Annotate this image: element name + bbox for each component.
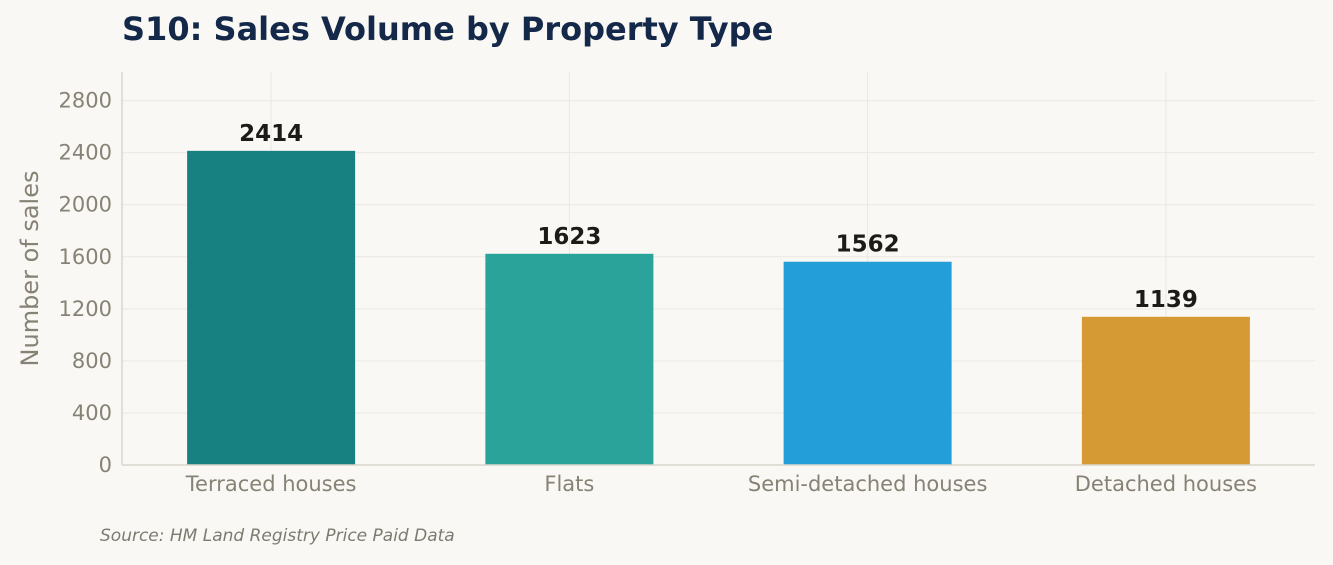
x-tick-labels: Terraced houses Flats Semi-detached houses… xyxy=(185,472,1257,496)
y-axis-label: Number of sales xyxy=(16,171,44,367)
bar xyxy=(783,261,952,465)
data-label: 1562 xyxy=(836,232,900,258)
bar xyxy=(187,150,356,465)
bar xyxy=(1081,316,1250,465)
chart-title: S10: Sales Volume by Property Type xyxy=(122,10,774,48)
data-label: 1139 xyxy=(1134,287,1198,313)
y-tick-label: 2400 xyxy=(59,141,112,165)
y-tick-label: 400 xyxy=(72,401,112,425)
x-tick-label: Flats xyxy=(544,472,594,496)
data-label: 2414 xyxy=(239,121,303,147)
data-labels: 2414 1623 1562 1139 xyxy=(239,121,1198,313)
x-tick-label: Semi-detached houses xyxy=(748,472,988,496)
y-tick-label: 1600 xyxy=(59,245,112,269)
y-tick-label: 800 xyxy=(72,349,112,373)
y-tick-label: 2800 xyxy=(59,89,112,113)
bar xyxy=(485,253,654,465)
data-label: 1623 xyxy=(537,224,601,250)
y-tick-labels: 0 400 800 1200 1600 2000 2400 2800 xyxy=(59,89,112,477)
x-tick-label: Terraced houses xyxy=(185,472,357,496)
bars xyxy=(187,150,1250,465)
y-tick-label: 0 xyxy=(99,453,112,477)
y-tick-label: 1200 xyxy=(59,297,112,321)
axes xyxy=(121,72,1315,466)
y-tick-label: 2000 xyxy=(59,193,112,217)
x-tick-label: Detached houses xyxy=(1075,472,1257,496)
source-note: Source: HM Land Registry Price Paid Data xyxy=(100,526,455,546)
